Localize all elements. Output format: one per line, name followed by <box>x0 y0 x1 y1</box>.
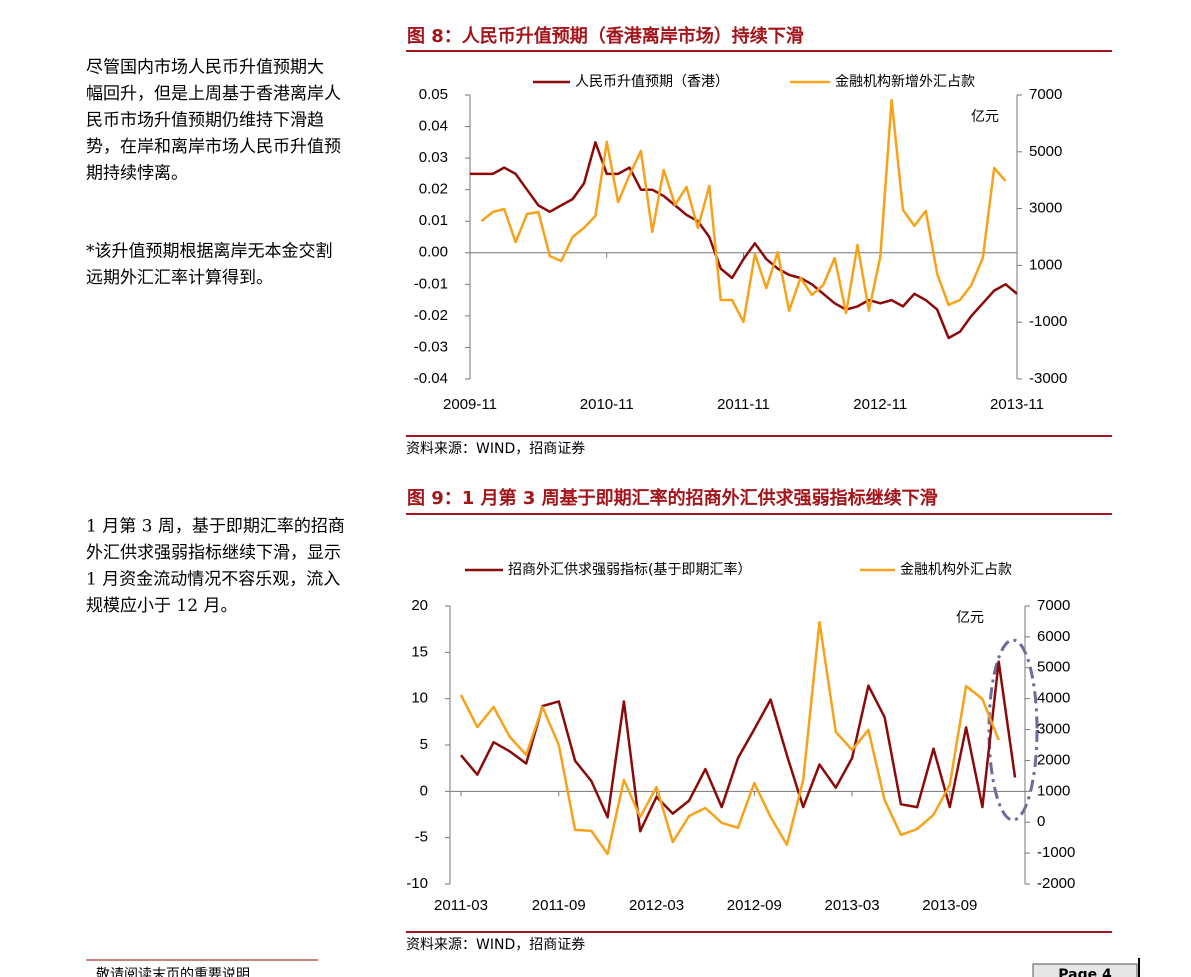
legend-label: 金融机构外汇占款 <box>900 562 1012 578</box>
x-tick-label: 2013-11 <box>990 396 1044 413</box>
y-tick-label: -10 <box>406 875 428 892</box>
y-tick-label: 0.00 <box>419 244 448 261</box>
legend-label: 人民币升值预期（香港） <box>575 74 729 90</box>
x-tick-label: 2013-09 <box>922 897 977 914</box>
x-tick-label: 2011-11 <box>717 396 770 413</box>
legend-label: 招商外汇供求强弱指标(基于即期汇率） <box>508 561 751 578</box>
y-tick-label: 0.05 <box>419 86 448 103</box>
y-tick-label: -0.02 <box>414 307 448 324</box>
y2-tick-label: 4000 <box>1037 690 1070 707</box>
y2-tick-label: 5000 <box>1029 143 1062 160</box>
y2-tick-label: -2000 <box>1037 875 1075 892</box>
series-line <box>470 141 1018 340</box>
y-tick-label: -0.01 <box>414 275 448 292</box>
x-tick-label: 2011-03 <box>434 897 488 914</box>
x-tick-label: 2009-11 <box>443 396 497 413</box>
series-line <box>460 660 1017 833</box>
y2-tick-label: -1000 <box>1037 844 1075 861</box>
source: 资料来源：WIND，招商证券 <box>406 441 585 457</box>
chart-title: 图 9：1 月第 3 周基于即期汇率的招商外汇供求强弱指标继续下滑 <box>407 487 938 509</box>
y2-tick-label: 2000 <box>1037 751 1070 768</box>
y2-tick-label: 7000 <box>1037 597 1070 614</box>
unit-label: 亿元 <box>956 610 984 626</box>
footer-note: 敬请阅读末页的重要说明 <box>96 966 250 977</box>
paragraph-line: 远期外汇汇率计算得到。 <box>86 268 273 288</box>
unit-label: 亿元 <box>971 109 999 125</box>
y2-tick-label: 7000 <box>1029 86 1062 103</box>
y2-tick-label: 1000 <box>1037 782 1070 799</box>
paragraph-line: 势，在岸和离岸市场人民币升值预 <box>86 137 341 157</box>
x-tick-label: 2012-09 <box>727 897 782 914</box>
y-tick-label: -5 <box>415 829 428 846</box>
y-tick-label: 15 <box>411 643 428 660</box>
highlight-ellipse <box>987 638 1039 822</box>
paragraph-line: 规模应小于 12 月。 <box>86 596 237 616</box>
paragraph-line: 幅回升，但是上周基于香港离岸人 <box>86 84 341 104</box>
series-line <box>480 98 1007 324</box>
y2-tick-label: 3000 <box>1037 721 1070 738</box>
paragraph-line: 外汇供求强弱指标继续下滑，显示 <box>86 543 341 563</box>
series-line <box>459 620 1000 856</box>
y2-tick-label: 1000 <box>1029 256 1062 273</box>
page-box <box>1032 963 1138 977</box>
paragraph-line: *该升值预期根据离岸无本金交割 <box>86 242 333 262</box>
y-tick-label: 5 <box>420 736 428 753</box>
y-tick-label: 0.01 <box>419 212 448 229</box>
y2-tick-label: 3000 <box>1029 200 1062 217</box>
y-tick-label: 0.02 <box>419 181 448 198</box>
y-tick-label: 20 <box>411 597 428 614</box>
y-tick-label: -0.04 <box>414 370 448 387</box>
page-number: Page 4 <box>1058 967 1112 977</box>
x-tick-label: 2011-09 <box>532 897 586 914</box>
y2-tick-label: -1000 <box>1029 313 1067 330</box>
paragraph-line: 1 月资金流动情况不容乐观，流入 <box>86 570 340 590</box>
y2-tick-label: 5000 <box>1037 659 1070 676</box>
y-tick-label: 0.03 <box>419 149 448 166</box>
chart-title: 图 8：人民币升值预期（香港离岸市场）持续下滑 <box>407 25 804 47</box>
paragraph-line: 1 月第 3 周，基于即期汇率的招商 <box>86 517 345 537</box>
x-tick-label: 2012-03 <box>629 897 684 914</box>
y-tick-label: 0 <box>420 782 428 799</box>
y-tick-label: 0.04 <box>419 118 448 135</box>
x-tick-label: 2013-03 <box>825 897 880 914</box>
paragraph-line: 民币市场升值预期仍维持下滑趋 <box>86 111 324 131</box>
y2-tick-label: 6000 <box>1037 628 1070 645</box>
y-tick-label: -0.03 <box>414 338 448 355</box>
paragraph-line: 期持续悖离。 <box>86 164 188 184</box>
y2-tick-label: 0 <box>1037 813 1045 830</box>
y2-tick-label: -3000 <box>1029 370 1067 387</box>
y-tick-label: 10 <box>411 690 428 707</box>
paragraph-line: 尽管国内市场人民币升值预期大 <box>86 58 324 78</box>
source: 资料来源：WIND，招商证券 <box>406 937 585 953</box>
x-tick-label: 2010-11 <box>580 396 634 413</box>
x-tick-label: 2012-11 <box>853 396 907 413</box>
legend-label: 金融机构新增外汇占款 <box>835 74 975 90</box>
